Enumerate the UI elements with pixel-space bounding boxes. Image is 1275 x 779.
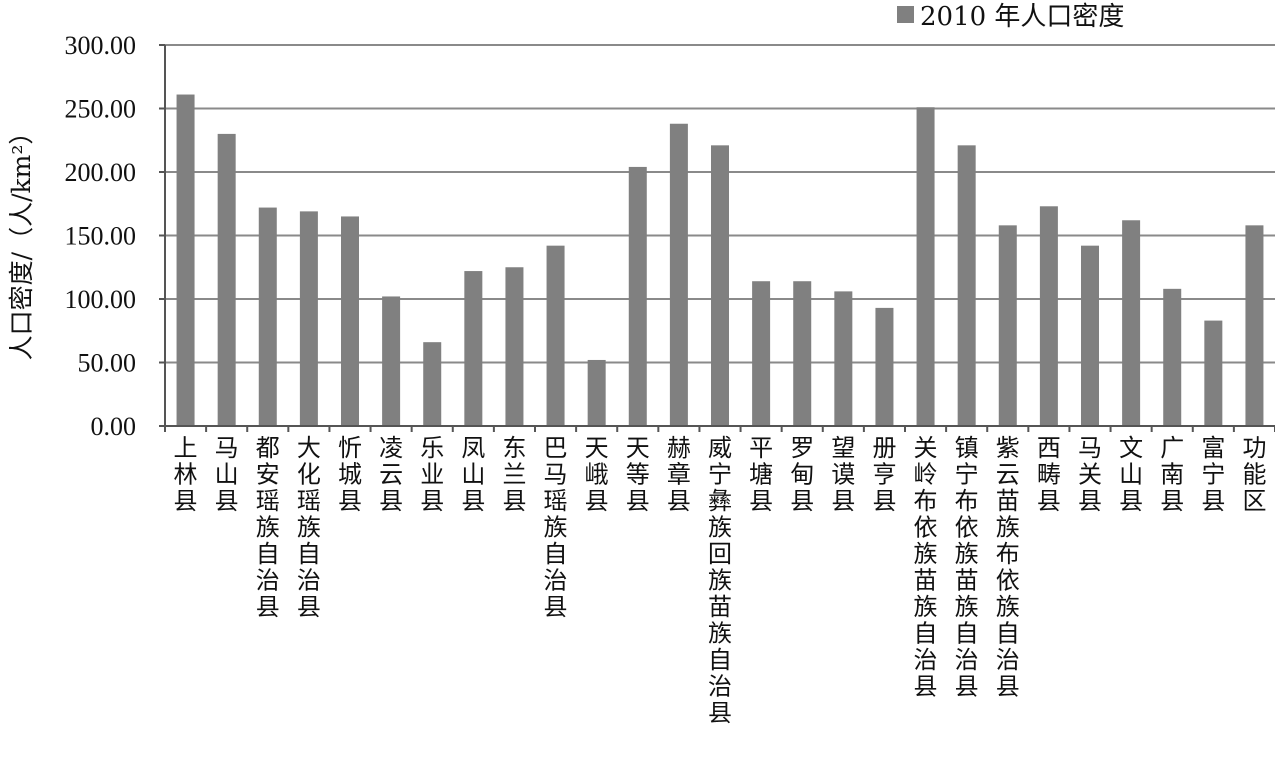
bar [464, 271, 483, 426]
x-category-label: 赫章县 [667, 434, 691, 515]
bar [505, 267, 524, 426]
bar [258, 207, 277, 426]
bar [752, 281, 771, 426]
x-category-label: 凌云县 [379, 434, 403, 515]
bar [217, 133, 236, 426]
x-category-label: 东兰县 [502, 434, 526, 515]
x-category-label: 紫云苗族布依族自治县 [996, 434, 1020, 701]
bar [916, 107, 935, 426]
bar [957, 145, 976, 426]
y-tick-label: 50.00 [78, 349, 137, 378]
bar [341, 216, 359, 426]
x-category-label: 文山县 [1119, 434, 1143, 515]
x-category-label: 富宁县 [1201, 434, 1225, 515]
axes [159, 44, 1275, 432]
x-category-label: 册亨县 [872, 434, 896, 515]
bars [176, 94, 1264, 427]
x-category-label: 平塘县 [749, 434, 773, 515]
bar [1163, 288, 1182, 426]
bar [1245, 225, 1264, 426]
x-category-label: 马山县 [215, 434, 239, 515]
x-category-label: 关岭布依族苗族自治县 [914, 434, 938, 701]
bar [875, 307, 894, 426]
bar [382, 296, 401, 426]
x-category-label: 凤山县 [461, 434, 485, 515]
x-category-label: 罗甸县 [790, 434, 814, 515]
y-tick-label: 300.00 [65, 31, 137, 60]
x-category-label: 威宁彝族回族苗族自治县 [708, 434, 732, 727]
x-category-label: 天等县 [626, 434, 650, 515]
y-tick-label: 250.00 [65, 95, 137, 124]
y-axis-title: 人口密度/（人/km²） [7, 120, 36, 361]
y-tick-label: 100.00 [65, 285, 137, 314]
bar [998, 225, 1017, 426]
x-category-label: 功能区 [1242, 434, 1266, 515]
x-category-label: 巴马瑶族自治县 [544, 434, 568, 621]
x-category-label: 望谟县 [831, 434, 855, 515]
x-category-label: 都安瑶族自治县 [256, 434, 280, 621]
bar [1122, 220, 1141, 426]
bar [1204, 320, 1223, 426]
bar [546, 245, 565, 426]
y-tick-label: 150.00 [65, 222, 137, 251]
y-tick-label: 200.00 [65, 158, 137, 187]
y-tick-label: 0.00 [91, 412, 137, 441]
x-category-label: 天峨县 [585, 434, 609, 515]
bar [669, 123, 688, 427]
x-category-label: 上林县 [174, 434, 198, 515]
bar [1081, 245, 1099, 426]
x-category-label: 忻城县 [338, 434, 362, 515]
legend-label: 2010 年人口密度 [920, 2, 1124, 32]
x-category-label: 广南县 [1160, 434, 1184, 515]
bar [176, 94, 195, 426]
y-tick-labels: 0.00 50.00 100.00 150.00 200.00 250.00 300.00 [65, 31, 137, 441]
bar [299, 211, 318, 426]
x-category-label: 大化瑶族自治县 [297, 434, 321, 621]
x-category-labels: 上林县马山县都安瑶族自治县大化瑶族自治县忻城县凌云县乐业县凤山县东兰县巴马瑶族自… [174, 434, 1267, 727]
bar [711, 145, 729, 426]
bar [628, 166, 647, 427]
x-category-label: 乐业县 [420, 434, 444, 515]
bar [834, 291, 853, 426]
bar [1039, 206, 1058, 426]
x-category-label: 西畴县 [1037, 434, 1061, 515]
bar [587, 359, 606, 426]
legend: 2010 年人口密度 [897, 2, 1124, 32]
bar [793, 281, 812, 426]
x-category-label: 镇宁布依族苗族自治县 [955, 434, 979, 701]
legend-swatch [897, 6, 914, 23]
bar [423, 342, 442, 426]
x-category-label: 马关县 [1078, 434, 1102, 515]
